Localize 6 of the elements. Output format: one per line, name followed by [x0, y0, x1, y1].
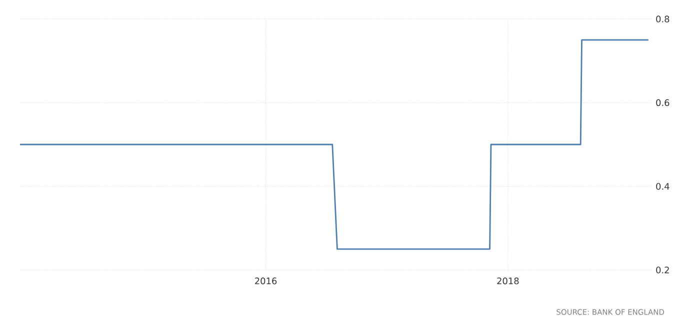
y-tick-label: 0.2	[656, 266, 669, 274]
y-tick-label: 0.4	[656, 182, 670, 190]
x-tick-label: 2018	[497, 278, 519, 284]
y-tick-label: 0.8	[656, 16, 670, 22]
x-tick-label: 2016	[255, 278, 277, 284]
y-tick-label: 0.6	[656, 99, 670, 106]
